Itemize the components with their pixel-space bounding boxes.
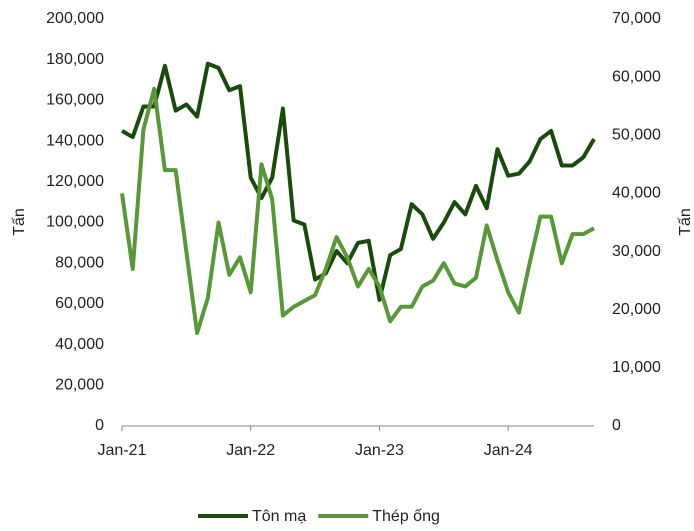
x-tick-label: Jan-22 — [226, 442, 275, 459]
yticks-label: 60,000 — [55, 295, 104, 312]
yticks-label: 200,000 — [46, 10, 104, 27]
yticks-label: 20,000 — [55, 377, 104, 394]
y-axis-label: Tấn — [11, 208, 28, 236]
y2ticks-label: 10,000 — [612, 359, 661, 376]
legend-label: Thép ống — [372, 508, 440, 525]
series-line — [120, 86, 595, 335]
y2ticks-label: 20,000 — [612, 301, 661, 318]
y2ticks-label: 70,000 — [612, 10, 661, 27]
x-tick-label: Jan-24 — [484, 442, 533, 459]
y2ticks-label: 40,000 — [612, 185, 661, 202]
x-tick-label: Jan-23 — [355, 442, 404, 459]
y2ticks-label: 0 — [612, 417, 621, 434]
yticks-label: 160,000 — [46, 92, 104, 109]
yticks-label: 40,000 — [55, 336, 104, 353]
y2ticks-label: 50,000 — [612, 127, 661, 144]
yticks-label: 140,000 — [46, 132, 104, 149]
yticks-label: 120,000 — [46, 173, 104, 190]
yticks-label: 80,000 — [55, 254, 104, 271]
yticks-label: 0 — [95, 417, 104, 434]
x-tick-label: Jan-21 — [98, 442, 147, 459]
series-line — [121, 61, 596, 302]
y2ticks-label: 60,000 — [612, 68, 661, 85]
y2ticks-label: 30,000 — [612, 243, 661, 260]
y2-axis-label: Tấn — [677, 208, 694, 236]
yticks-label: 180,000 — [46, 51, 104, 68]
legend-label: Tôn mạ — [252, 508, 306, 525]
yticks-label: 100,000 — [46, 214, 104, 231]
